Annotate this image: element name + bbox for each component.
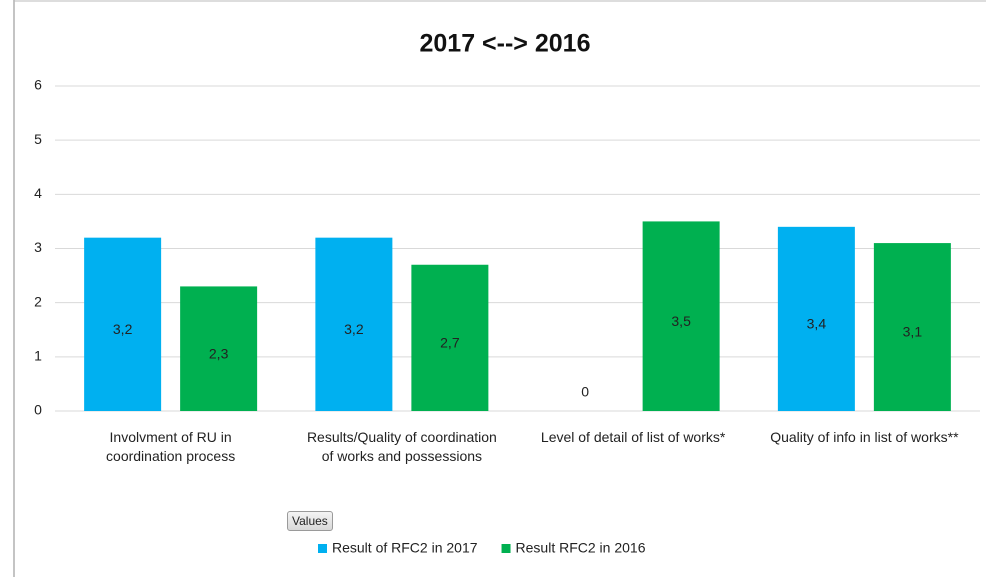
bar (84, 237, 162, 411)
data-label: 3,2 (113, 321, 133, 337)
x-tick-label: Involvment of RU in coordination process (106, 429, 236, 464)
x-tick-label: Quality of info in list of works** (770, 429, 959, 445)
legend-label: Result of RFC2 in 2017 (332, 540, 478, 556)
bar (315, 237, 393, 411)
y-tick-label: 2 (34, 293, 42, 309)
data-label: 0 (581, 384, 589, 400)
data-label: 2,7 (440, 335, 460, 351)
chart-title: 2017 <--> 2016 (420, 30, 591, 58)
x-tick-label: Results/Quality of coordination of works… (306, 429, 497, 464)
bar (873, 243, 951, 411)
legend-swatch (318, 544, 327, 553)
data-label: 3,4 (807, 316, 827, 332)
field-button[interactable]: Values (287, 511, 333, 531)
bar (180, 286, 258, 411)
y-tick-label: 4 (34, 185, 42, 201)
x-tick-label: Level of detail of list of works* (540, 429, 726, 445)
bar (642, 221, 720, 411)
y-tick-label: 0 (34, 402, 42, 418)
legend-label: Result RFC2 in 2016 (516, 540, 646, 556)
y-tick-label: 6 (34, 77, 42, 93)
data-label: 2,3 (209, 345, 229, 361)
data-label: 3,2 (344, 321, 364, 337)
data-label: 3,5 (671, 313, 691, 329)
y-tick-label: 3 (34, 239, 42, 255)
legend-swatch (501, 544, 511, 553)
y-tick-label: 5 (34, 131, 42, 147)
bar (777, 226, 855, 411)
bar (411, 264, 489, 411)
data-label: 3,1 (903, 324, 923, 340)
y-tick-label: 1 (34, 348, 42, 364)
